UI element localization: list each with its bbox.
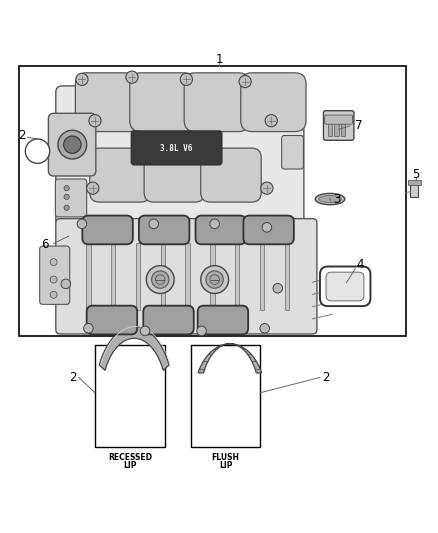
Bar: [111, 243, 116, 310]
Text: 2: 2: [18, 128, 26, 142]
Circle shape: [140, 326, 150, 336]
Text: 4: 4: [357, 259, 364, 271]
Circle shape: [201, 265, 229, 294]
Bar: [136, 243, 140, 310]
FancyBboxPatch shape: [326, 272, 364, 301]
Circle shape: [89, 115, 101, 127]
Bar: [410, 184, 418, 197]
Circle shape: [64, 194, 69, 199]
FancyBboxPatch shape: [40, 246, 70, 304]
Circle shape: [239, 76, 251, 87]
Bar: [86, 243, 91, 310]
Bar: [260, 243, 264, 310]
FancyBboxPatch shape: [201, 148, 261, 202]
Bar: [19, 66, 406, 336]
Circle shape: [180, 73, 192, 85]
Circle shape: [64, 205, 69, 211]
Circle shape: [197, 326, 206, 336]
Circle shape: [50, 276, 57, 283]
Circle shape: [273, 284, 283, 293]
Text: 7: 7: [354, 118, 362, 132]
FancyBboxPatch shape: [82, 215, 133, 244]
FancyBboxPatch shape: [195, 215, 246, 244]
Circle shape: [265, 115, 277, 127]
Bar: [285, 243, 289, 310]
FancyBboxPatch shape: [143, 305, 194, 334]
Text: FLUSH: FLUSH: [212, 454, 240, 463]
FancyBboxPatch shape: [75, 73, 141, 132]
Circle shape: [50, 259, 57, 265]
Bar: [408, 180, 420, 184]
Circle shape: [149, 219, 159, 229]
Ellipse shape: [319, 196, 341, 203]
FancyBboxPatch shape: [184, 73, 250, 132]
Circle shape: [260, 324, 269, 333]
Ellipse shape: [315, 193, 345, 205]
Text: 1: 1: [215, 53, 223, 66]
FancyBboxPatch shape: [56, 219, 317, 334]
FancyBboxPatch shape: [131, 131, 222, 165]
Circle shape: [126, 71, 138, 83]
Circle shape: [77, 219, 87, 229]
Circle shape: [64, 136, 81, 154]
FancyBboxPatch shape: [241, 73, 306, 132]
FancyBboxPatch shape: [244, 215, 294, 244]
FancyBboxPatch shape: [325, 115, 353, 124]
Bar: [95, 345, 165, 447]
Circle shape: [76, 73, 88, 85]
Bar: [161, 243, 165, 310]
Circle shape: [58, 130, 87, 159]
Polygon shape: [198, 344, 261, 373]
Circle shape: [152, 271, 169, 288]
Circle shape: [262, 223, 272, 232]
Circle shape: [84, 324, 93, 333]
Bar: [235, 243, 240, 310]
Circle shape: [146, 265, 174, 294]
Text: LIP: LIP: [123, 462, 137, 470]
FancyBboxPatch shape: [56, 86, 304, 225]
Circle shape: [261, 182, 273, 194]
FancyBboxPatch shape: [87, 305, 137, 334]
FancyBboxPatch shape: [130, 73, 195, 132]
Text: 3: 3: [333, 193, 340, 206]
FancyBboxPatch shape: [323, 111, 354, 140]
Bar: [191, 345, 260, 447]
Bar: [185, 243, 190, 310]
FancyBboxPatch shape: [48, 114, 96, 176]
Bar: [341, 120, 345, 136]
Text: 3.8L V6: 3.8L V6: [160, 143, 193, 152]
Circle shape: [61, 279, 71, 289]
Text: 2: 2: [70, 371, 77, 384]
FancyBboxPatch shape: [144, 148, 205, 202]
Circle shape: [87, 182, 99, 194]
FancyBboxPatch shape: [55, 179, 87, 217]
FancyBboxPatch shape: [282, 135, 304, 169]
Bar: [210, 243, 215, 310]
Polygon shape: [99, 327, 169, 370]
Bar: [334, 120, 339, 136]
FancyBboxPatch shape: [90, 148, 150, 202]
Text: 6: 6: [41, 238, 49, 251]
Circle shape: [210, 219, 219, 229]
FancyBboxPatch shape: [198, 305, 248, 334]
Circle shape: [25, 139, 49, 163]
FancyBboxPatch shape: [320, 266, 371, 306]
Text: 2: 2: [322, 371, 329, 384]
Bar: [328, 120, 332, 136]
Text: 5: 5: [412, 168, 420, 181]
Circle shape: [64, 185, 69, 191]
Circle shape: [206, 271, 223, 288]
Text: RECESSED: RECESSED: [108, 454, 152, 463]
FancyBboxPatch shape: [139, 215, 189, 244]
Circle shape: [50, 292, 57, 298]
Text: LIP: LIP: [219, 462, 232, 470]
